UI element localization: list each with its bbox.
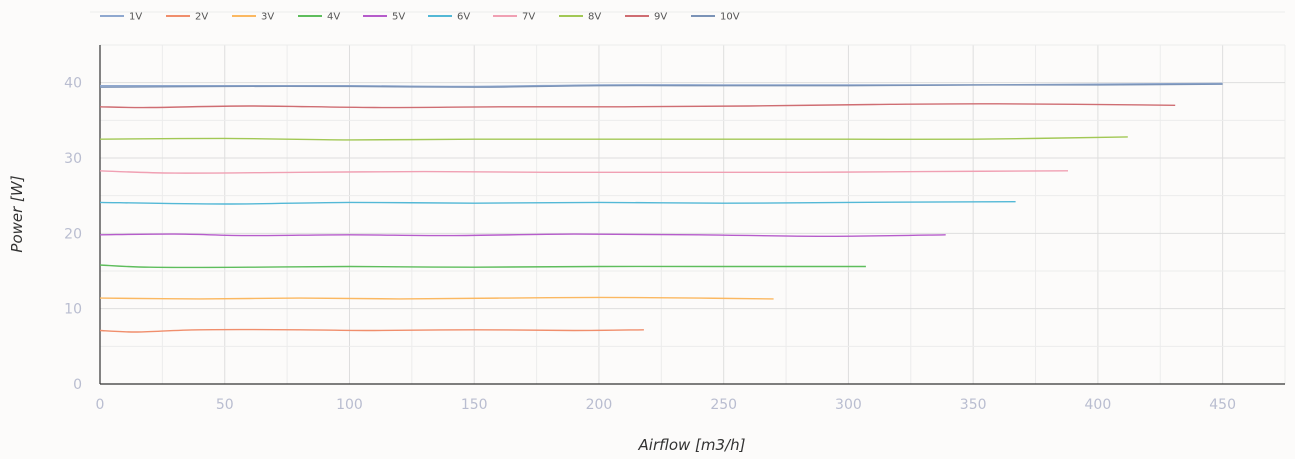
x-tick-label: 50 bbox=[216, 397, 234, 413]
y-axis-title: Power [W] bbox=[8, 175, 26, 252]
legend-label: 10V bbox=[720, 12, 740, 23]
x-tick-label: 0 bbox=[96, 397, 105, 413]
legend-label: 6V bbox=[457, 12, 470, 23]
series-line-5V bbox=[99, 233, 946, 238]
y-tick-label: 20 bbox=[64, 226, 82, 242]
axes: 0 50 100 150 200 250 300 350 400 450 0 10 20 30 40 bbox=[64, 45, 1285, 413]
x-tick-label: 400 bbox=[1085, 397, 1112, 413]
legend: 1V 2V 3V 4V 5V 6V 7V 8V 9V 10V bbox=[90, 11, 1285, 23]
legend-label: 9V bbox=[654, 12, 667, 23]
series-group bbox=[99, 82, 1223, 333]
legend-label: 8V bbox=[588, 12, 601, 23]
x-tick-label: 450 bbox=[1209, 397, 1236, 413]
y-tick-label: 30 bbox=[64, 151, 82, 167]
y-tick-label: 10 bbox=[64, 302, 82, 318]
x-tick-label: 350 bbox=[960, 397, 987, 413]
series-line-7V bbox=[99, 170, 1069, 174]
legend-label: 7V bbox=[522, 12, 535, 23]
series-line-2V bbox=[99, 328, 644, 333]
x-tick-label: 250 bbox=[710, 397, 737, 413]
x-tick-label: 200 bbox=[586, 397, 613, 413]
x-tick-label: 150 bbox=[461, 397, 488, 413]
legend-label: 3V bbox=[261, 12, 274, 23]
legend-label: 2V bbox=[195, 12, 208, 23]
legend-label: 1V bbox=[129, 12, 142, 23]
series-line-8V bbox=[99, 136, 1128, 141]
x-tick-label: 100 bbox=[336, 397, 363, 413]
series-line-9V bbox=[99, 103, 1176, 109]
legend-label: 5V bbox=[392, 12, 405, 23]
series-line-3V bbox=[99, 296, 774, 300]
grid bbox=[99, 44, 1286, 385]
y-tick-label: 40 bbox=[64, 76, 82, 92]
y-tick-label: 0 bbox=[73, 377, 82, 393]
series-line-6V bbox=[99, 201, 1016, 205]
series-line-10V bbox=[99, 83, 1223, 88]
x-axis-title: Airflow [m3/h] bbox=[638, 436, 746, 454]
series-line-4V bbox=[99, 264, 866, 269]
legend-label: 4V bbox=[327, 12, 340, 23]
x-tick-label: 300 bbox=[835, 397, 862, 413]
